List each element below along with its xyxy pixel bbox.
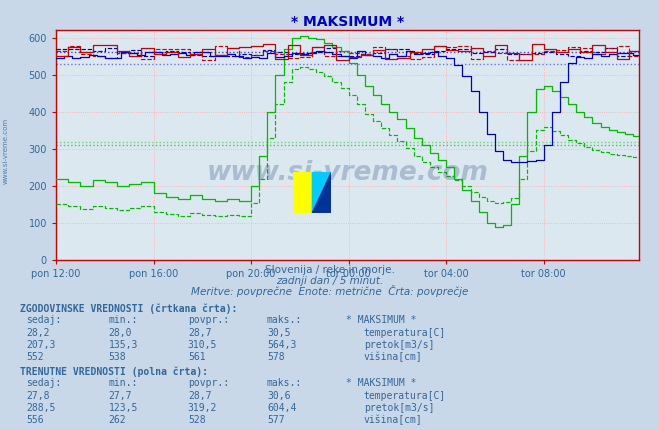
Text: maks.:: maks.: — [267, 378, 302, 388]
Text: maks.:: maks.: — [267, 315, 302, 325]
Text: 28,7: 28,7 — [188, 391, 212, 401]
Text: temperatura[C]: temperatura[C] — [364, 328, 446, 338]
Text: zadnji dan / 5 minut.: zadnji dan / 5 minut. — [276, 276, 383, 286]
Text: 262: 262 — [109, 415, 127, 425]
Text: www.si-vreme.com: www.si-vreme.com — [2, 117, 9, 184]
Text: 30,6: 30,6 — [267, 391, 291, 401]
Text: 564,3: 564,3 — [267, 340, 297, 350]
Text: 310,5: 310,5 — [188, 340, 217, 350]
Text: Slovenija / reke in morje.: Slovenija / reke in morje. — [264, 264, 395, 275]
Text: 28,0: 28,0 — [109, 328, 132, 338]
Text: 30,5: 30,5 — [267, 328, 291, 338]
Text: 552: 552 — [26, 352, 44, 362]
Text: min.:: min.: — [109, 378, 138, 388]
Text: 604,4: 604,4 — [267, 403, 297, 413]
Text: 577: 577 — [267, 415, 285, 425]
Text: povpr.:: povpr.: — [188, 378, 229, 388]
Polygon shape — [312, 172, 331, 213]
Text: 27,8: 27,8 — [26, 391, 50, 401]
Text: 28,7: 28,7 — [188, 328, 212, 338]
Text: min.:: min.: — [109, 315, 138, 325]
Text: 27,7: 27,7 — [109, 391, 132, 401]
Text: 28,2: 28,2 — [26, 328, 50, 338]
Text: pretok[m3/s]: pretok[m3/s] — [364, 340, 434, 350]
Text: povpr.:: povpr.: — [188, 315, 229, 325]
Bar — [293, 172, 312, 213]
Text: pretok[m3/s]: pretok[m3/s] — [364, 403, 434, 413]
Text: višina[cm]: višina[cm] — [364, 352, 422, 362]
Text: 561: 561 — [188, 352, 206, 362]
Text: sedaj:: sedaj: — [26, 315, 61, 325]
Polygon shape — [312, 172, 331, 213]
Text: 207,3: 207,3 — [26, 340, 56, 350]
Text: višina[cm]: višina[cm] — [364, 415, 422, 425]
Text: temperatura[C]: temperatura[C] — [364, 391, 446, 401]
Text: TRENUTNE VREDNOSTI (polna črta):: TRENUTNE VREDNOSTI (polna črta): — [20, 366, 208, 377]
Text: * MAKSIMUM *: * MAKSIMUM * — [346, 378, 416, 388]
Text: 319,2: 319,2 — [188, 403, 217, 413]
Text: 123,5: 123,5 — [109, 403, 138, 413]
Text: www.si-vreme.com: www.si-vreme.com — [207, 160, 488, 186]
Text: 528: 528 — [188, 415, 206, 425]
Text: sedaj:: sedaj: — [26, 378, 61, 388]
Text: * MAKSIMUM *: * MAKSIMUM * — [346, 315, 416, 325]
Text: 578: 578 — [267, 352, 285, 362]
Text: 538: 538 — [109, 352, 127, 362]
Title: * MAKSIMUM *: * MAKSIMUM * — [291, 15, 404, 29]
Text: Meritve: povprečne  Enote: metrične  Črta: povprečje: Meritve: povprečne Enote: metrične Črta:… — [191, 285, 468, 297]
Text: 288,5: 288,5 — [26, 403, 56, 413]
Text: 556: 556 — [26, 415, 44, 425]
Text: ZGODOVINSKE VREDNOSTI (črtkana črta):: ZGODOVINSKE VREDNOSTI (črtkana črta): — [20, 303, 237, 313]
Text: 135,3: 135,3 — [109, 340, 138, 350]
